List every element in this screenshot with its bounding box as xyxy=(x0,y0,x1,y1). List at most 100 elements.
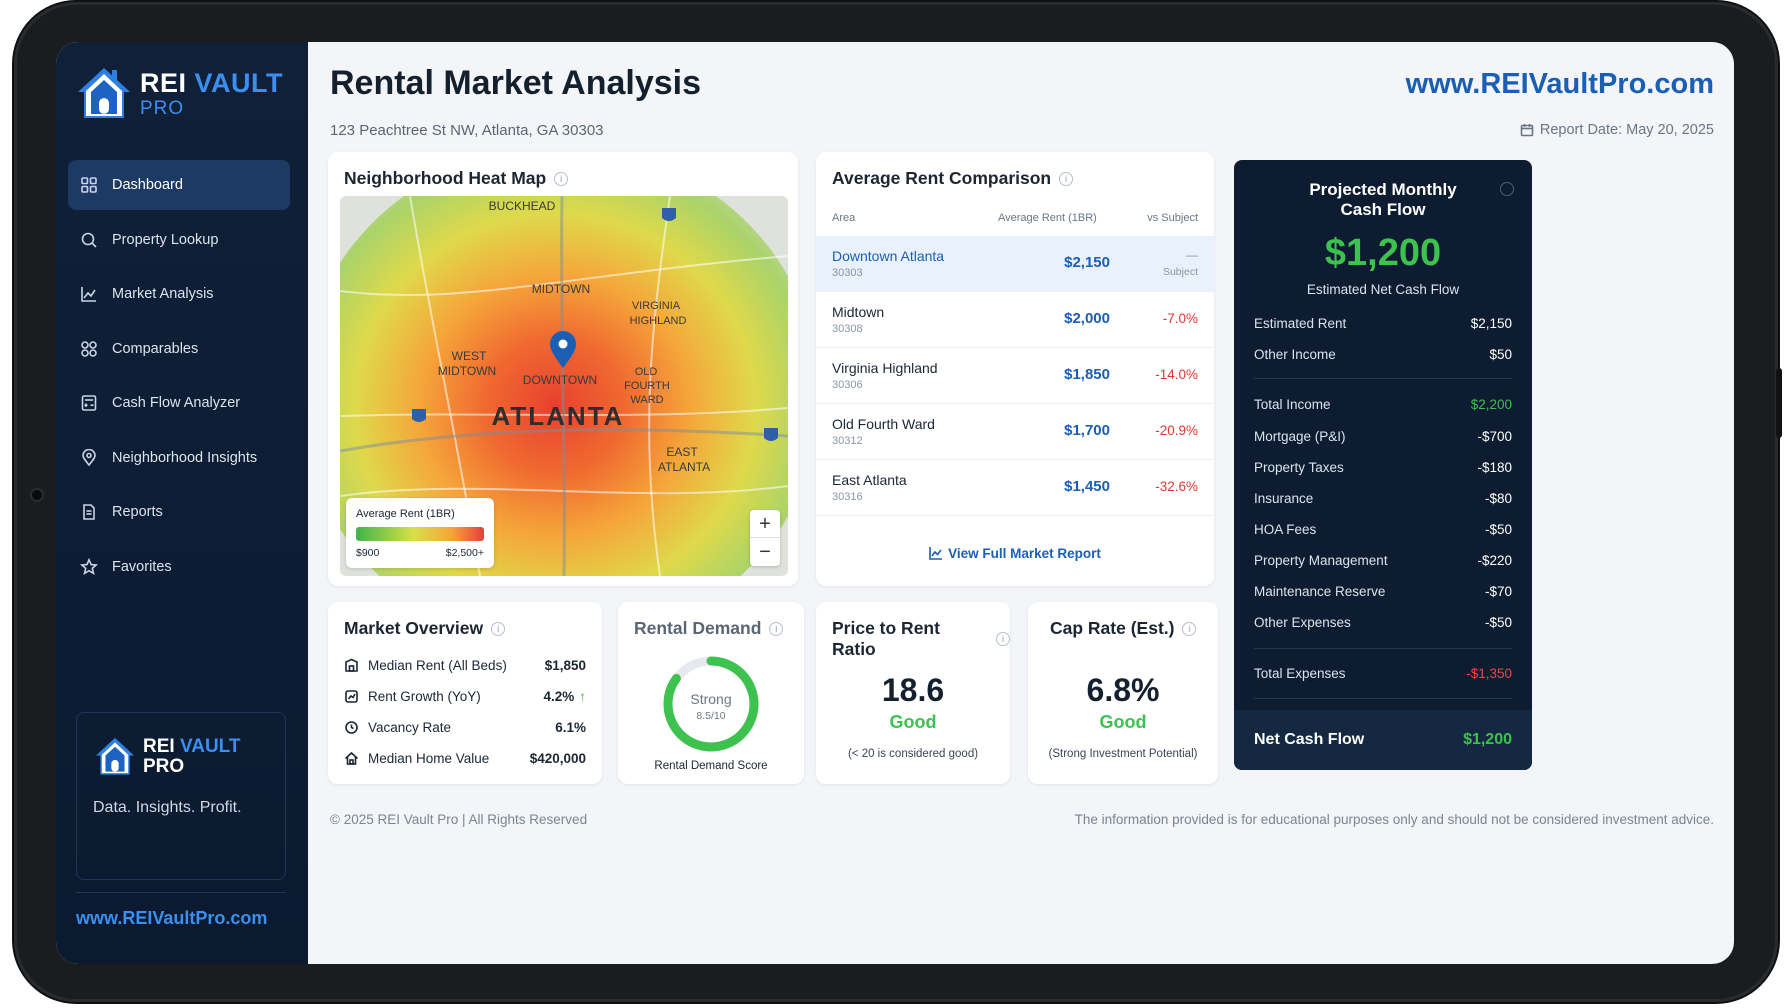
map-label-midtown: MIDTOWN xyxy=(532,282,590,296)
cash-flow-line: Property Management -$220 xyxy=(1254,553,1512,568)
cash-flow-line: Property Taxes -$180 xyxy=(1254,460,1512,475)
price-to-rent-note: (< 20 is considered good) xyxy=(847,748,979,760)
cash-flow-line: Estimated Rent $2,150 xyxy=(1254,316,1512,331)
website-link[interactable]: www.REIVaultPro.com xyxy=(1405,68,1714,100)
gauge-score: 8.5/10 xyxy=(696,710,725,722)
building-icon xyxy=(345,658,358,672)
divider xyxy=(1254,648,1512,649)
info-icon[interactable]: i xyxy=(491,621,506,636)
cash-flow-card: Projected Monthly Cash Flow $1,200 Estima… xyxy=(1234,160,1532,770)
sidebar-item-label: Favorites xyxy=(112,558,172,575)
sidebar-item-label: Comparables xyxy=(112,340,199,357)
net-cash-flow-row: Net Cash Flow $1,200 xyxy=(1234,710,1532,770)
document-icon xyxy=(83,504,95,520)
market-overview-title: Market Overview i xyxy=(344,618,506,639)
info-icon[interactable]: i xyxy=(996,632,1010,646)
map-label-old-2: FOURTH xyxy=(624,380,670,392)
sidebar-item-property-lookup[interactable]: Property Lookup xyxy=(68,215,290,265)
sidebar-item-dashboard[interactable]: Dashboard xyxy=(68,160,290,210)
legend-max: $2,500+ xyxy=(445,547,484,559)
rental-demand-gauge: Strong 8.5/10 xyxy=(663,656,759,752)
search-icon xyxy=(81,232,97,248)
main-content: Rental Market Analysis 123 Peachtree St … xyxy=(308,42,1734,964)
house-logo-icon xyxy=(78,68,130,118)
sidebar-website-link[interactable]: www.REIVaultPro.com xyxy=(76,908,268,928)
cash-flow-line: HOA Fees -$50 xyxy=(1254,522,1512,537)
heatmap-map[interactable]: BUCKHEAD MIDTOWN VIRGINIA HIGHLAND WEST … xyxy=(340,196,788,576)
location-icon xyxy=(82,448,96,466)
sidebar-item-neighborhood-insights[interactable]: Neighborhood Insights xyxy=(68,433,290,483)
sidebar-item-comparables[interactable]: Comparables xyxy=(68,324,290,374)
camera xyxy=(32,490,42,500)
table-row[interactable]: Downtown Atlanta 30303 $2,150 — Subject xyxy=(816,236,1214,292)
brand-logo[interactable]: REI VAULT PRO xyxy=(74,64,283,124)
info-icon[interactable]: i xyxy=(769,621,784,636)
promo-brand-name: REI VAULT PRO xyxy=(143,736,241,777)
map-label-virginia-1: VIRGINIA xyxy=(632,300,681,312)
home-icon xyxy=(344,751,359,765)
map-label-west-1: WEST xyxy=(452,349,487,363)
info-icon[interactable]: i xyxy=(1059,171,1074,186)
cash-flow-line: Maintenance Reserve -$70 xyxy=(1254,584,1512,599)
cash-flow-title: Projected Monthly Cash Flow xyxy=(1309,180,1457,220)
star-icon xyxy=(80,557,98,575)
brand-name: REI VAULT xyxy=(140,68,284,98)
cash-flow-subtitle: Estimated Net Cash Flow xyxy=(1306,282,1460,297)
cash-flow-line: Insurance -$80 xyxy=(1254,491,1512,506)
promo-tagline: Data. Insights. Profit. xyxy=(93,799,242,816)
map-label-east-2: ATLANTA xyxy=(658,460,710,474)
price-to-rent-rating: Good xyxy=(889,712,937,732)
divider xyxy=(1254,378,1512,379)
market-overview-card: Market Overview i Median Rent (All Beds) $… xyxy=(328,602,602,784)
growth-icon xyxy=(345,690,358,703)
promo-card: REI VAULT PRO Data. Insights. Profit. xyxy=(76,712,286,880)
cash-flow-line: Other Expenses -$50 xyxy=(1254,615,1512,630)
legend-gradient xyxy=(356,527,484,541)
sidebar-item-market-analysis[interactable]: Market Analysis xyxy=(68,269,290,319)
info-icon[interactable] xyxy=(1500,182,1514,196)
rent-comparison-card: Average Rent Comparison i Area Average Re… xyxy=(816,152,1214,586)
calendar-icon xyxy=(1520,124,1534,137)
sidebar-item-reports[interactable]: Reports xyxy=(68,487,290,537)
property-address: 123 Peachtree St NW, Atlanta, GA 30303 xyxy=(330,122,604,139)
sidebar: REI VAULT PRO Dashboard Property Lookup … xyxy=(56,42,308,964)
zoom-control: + − xyxy=(750,510,780,566)
sidebar-item-label: Property Lookup xyxy=(112,231,219,248)
view-full-report-link[interactable]: View Full Market Report xyxy=(816,546,1214,561)
info-icon[interactable]: i xyxy=(1182,621,1197,636)
zoom-in-button[interactable]: + xyxy=(750,510,780,538)
overview-row: Median Home Value $420,000 xyxy=(344,751,586,766)
sidebar-item-favorites[interactable]: Favorites xyxy=(68,542,290,592)
map-label-virginia-2: HIGHLAND xyxy=(630,315,687,327)
map-label-old-1: OLD xyxy=(635,366,658,378)
zoom-out-button[interactable]: − xyxy=(759,541,771,563)
chart-icon xyxy=(929,547,943,560)
cap-rate-value: 6.8% xyxy=(1086,672,1160,708)
table-row[interactable]: East Atlanta 30316 $1,450 -32.6% xyxy=(816,460,1214,516)
price-to-rent-value: 18.6 xyxy=(881,672,945,708)
heatmap-card: Neighborhood Heat Map i xyxy=(328,152,798,586)
overview-row: Median Rent (All Beds) $1,850 xyxy=(344,658,586,673)
sidebar-item-label: Cash Flow Analyzer xyxy=(112,395,241,411)
highway-shield-icon xyxy=(412,208,778,441)
table-row[interactable]: Virginia Highland 30306 $1,850 -14.0% xyxy=(816,348,1214,404)
rent-comparison-title: Average Rent Comparison i xyxy=(832,168,1074,189)
sidebar-item-cash-flow-analyzer[interactable]: Cash Flow Analyzer xyxy=(68,378,290,428)
table-row[interactable]: Midtown 30308 $2,000 -7.0% xyxy=(816,292,1214,348)
house-logo-icon xyxy=(95,737,135,775)
screen: REI VAULT PRO Dashboard Property Lookup … xyxy=(56,42,1734,964)
cash-flow-line: Mortgage (P&I) -$700 xyxy=(1254,429,1512,444)
side-button xyxy=(1776,368,1782,438)
location-pin-icon[interactable] xyxy=(550,331,576,368)
cap-rate-rating: Good xyxy=(1099,712,1147,732)
map-label-downtown: DOWNTOWN xyxy=(523,373,597,387)
cap-rate-title: Cap Rate (Est.) i xyxy=(1050,618,1197,639)
sidebar-item-label: Dashboard xyxy=(112,177,183,193)
grid-icon xyxy=(81,177,97,193)
divider xyxy=(76,892,286,893)
cash-flow-line: Other Income $50 xyxy=(1254,347,1512,362)
sidebar-item-label: Neighborhood Insights xyxy=(112,449,258,466)
table-row[interactable]: Old Fourth Ward 30312 $1,700 -20.9% xyxy=(816,404,1214,460)
brand-pro: PRO xyxy=(140,98,185,119)
info-icon[interactable]: i xyxy=(554,171,569,186)
